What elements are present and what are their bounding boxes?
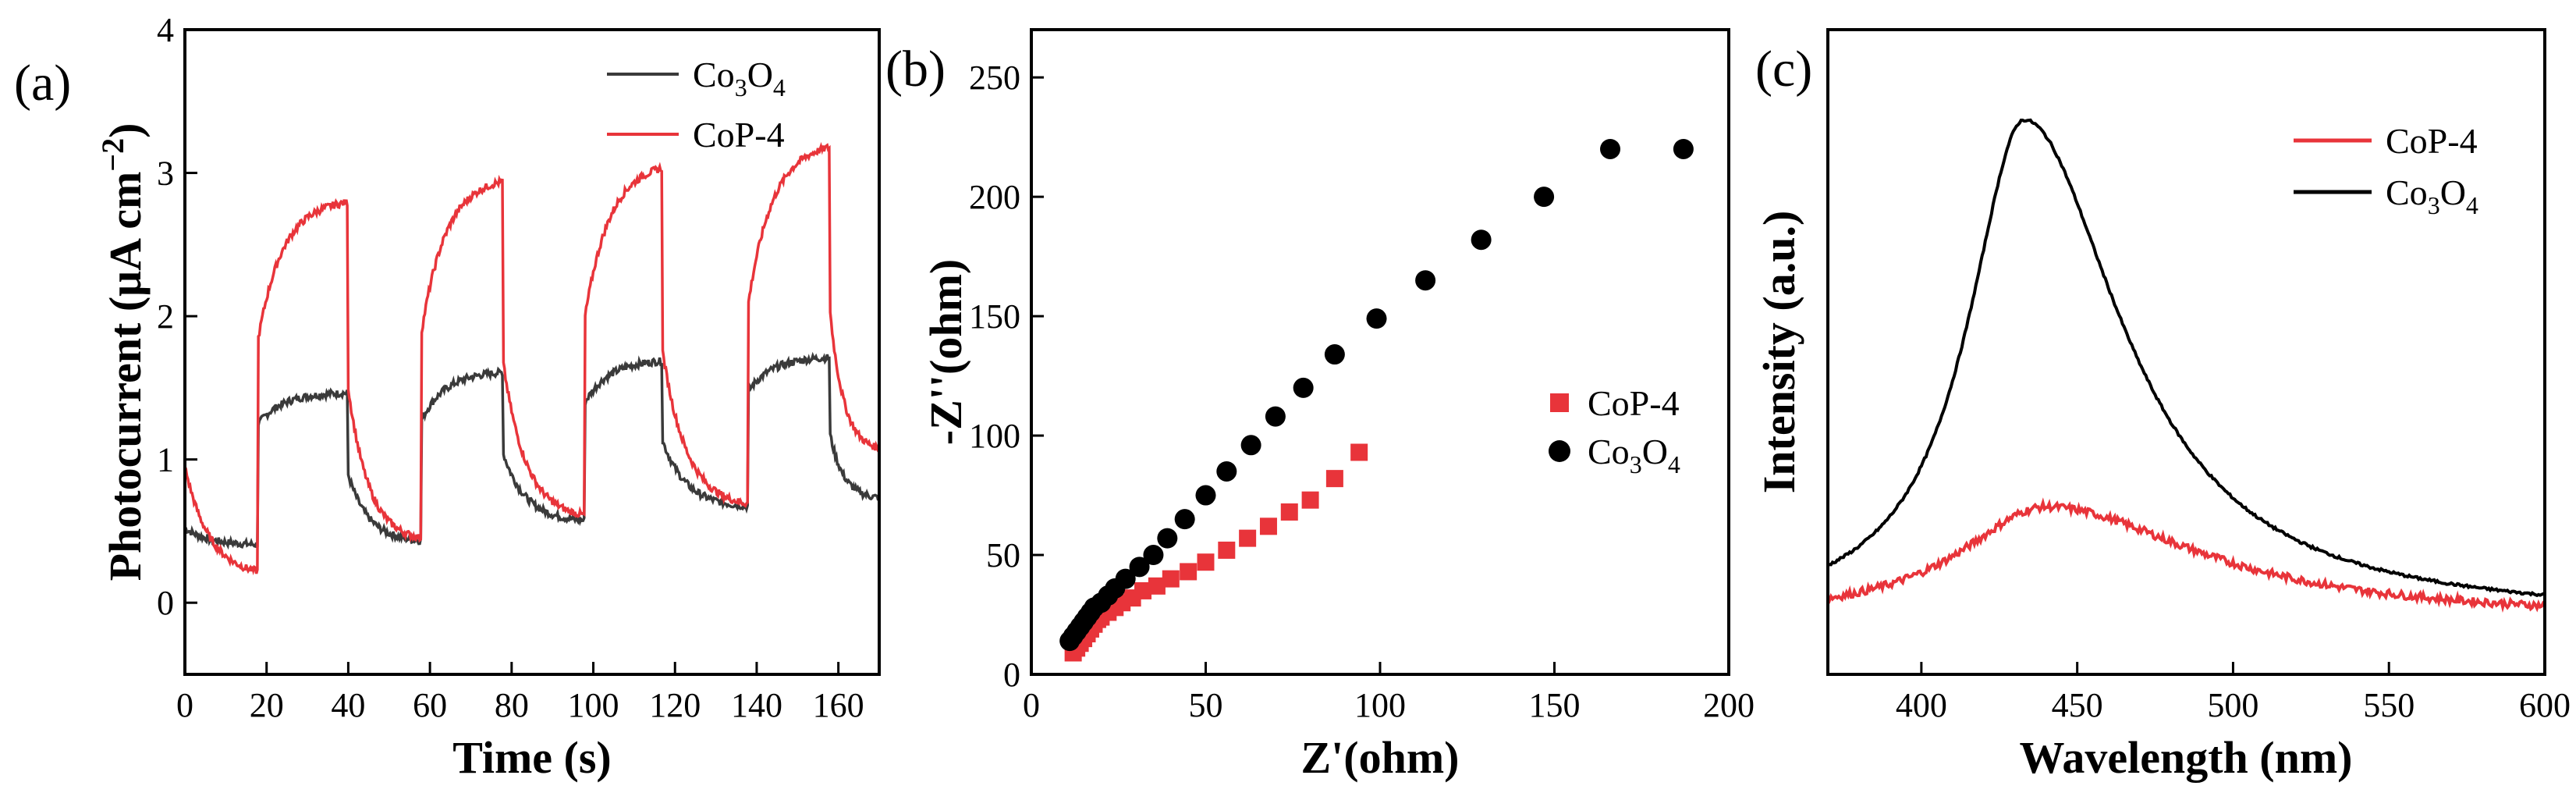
- x-tick-label: 400: [1896, 686, 1947, 724]
- scatter-point-co3o4: [1129, 557, 1150, 578]
- y-tick-label: 200: [969, 178, 1020, 216]
- x-tick-label: 60: [413, 686, 447, 724]
- scatter-point-cop4: [1180, 563, 1198, 581]
- scatter-point-co3o4: [1115, 568, 1136, 589]
- x-tick-label: 40: [331, 686, 365, 724]
- scatter-point-co3o4: [1195, 485, 1216, 506]
- x-tick-label: 140: [731, 686, 782, 724]
- scatter-point-co3o4: [1600, 138, 1621, 159]
- y-tick-label: 150: [969, 297, 1020, 336]
- panel-a-y-axis-title: Photocurrent (μA cm−2): [95, 123, 151, 581]
- y-tick-label: 1: [157, 441, 174, 479]
- scatter-point-co3o4: [1324, 344, 1345, 365]
- y-tick-label: 0: [157, 584, 174, 622]
- scatter-point-co3o4: [1157, 528, 1178, 549]
- panel-b-label: (b): [885, 41, 946, 98]
- scatter-point-cop4: [1280, 503, 1298, 521]
- panel-b-x-axis-title: Z'(ohm): [1301, 732, 1460, 783]
- scatter-point-co3o4: [1534, 187, 1555, 208]
- panel-a-frame: [183, 28, 881, 676]
- panel-b-frame: [1030, 28, 1730, 676]
- panel-a-x-ticks: 0 20 40 60 80 100 120 140 160: [176, 662, 864, 724]
- panel-a-y-ticks: 0 1 2 3 4: [157, 11, 197, 622]
- scatter-point-cop4: [1218, 541, 1236, 559]
- x-tick-label: 0: [176, 686, 193, 724]
- scatter-point-co3o4: [1216, 461, 1237, 482]
- y-tick-label: 100: [969, 417, 1020, 455]
- scatter-point-co3o4: [1293, 377, 1314, 398]
- x-tick-label: 450: [2052, 686, 2103, 724]
- scatter-point-co3o4: [1366, 308, 1387, 329]
- scatter-point-co3o4: [1415, 270, 1436, 291]
- panel-b-y-axis-title: -Z''(ohm): [921, 259, 971, 445]
- scatter-point-co3o4: [1265, 406, 1286, 427]
- panel-c-y-axis-title: Intensity (a.u.): [1754, 211, 1804, 494]
- scatter-point-cop4: [1325, 470, 1343, 488]
- x-tick-label: 600: [2519, 686, 2571, 724]
- x-tick-label: 80: [495, 686, 529, 724]
- panel-c-x-axis-title: Wavelength (nm): [2020, 732, 2353, 783]
- panel-b-plot-area: [1059, 138, 1694, 662]
- y-tick-label: 250: [969, 59, 1020, 97]
- y-tick-label: 50: [986, 536, 1020, 574]
- panel-c-x-ticks: 400 450 500 550 600: [1896, 662, 2571, 724]
- scatter-point-co3o4: [1673, 138, 1694, 159]
- panel-c-legend: CoP-4 Co3O4: [2294, 121, 2478, 219]
- series-line-co3o4: [184, 351, 881, 550]
- legend-label-co3o4: Co3O4: [693, 55, 786, 101]
- panel-a: (a) 0 20 40 60 80 100 120 140 160 0 1 2 3 4 Time (s)…: [14, 11, 881, 783]
- panel-b-x-ticks: 0 50 100 150 200: [1023, 662, 1755, 724]
- scatter-point-cop4: [1197, 553, 1215, 571]
- scatter-point-cop4: [1162, 570, 1180, 588]
- scatter-point-co3o4: [1174, 509, 1195, 530]
- scatter-point-co3o4: [1143, 545, 1164, 566]
- panel-c-plot-area: [1826, 118, 2546, 613]
- legend-label-cop4: CoP-4: [1588, 383, 1680, 423]
- scatter-point-cop4: [1134, 581, 1152, 599]
- panel-c: (c) 400 450 500 550 600 Wavelength (nm) Inte…: [1754, 28, 2571, 783]
- legend-marker-cop4: [1550, 393, 1569, 412]
- x-tick-label: 200: [1703, 686, 1755, 724]
- legend-label-co3o4: Co3O4: [2386, 172, 2478, 219]
- x-tick-label: 100: [1354, 686, 1406, 724]
- panel-c-frame: [1826, 28, 2546, 676]
- x-tick-label: 100: [568, 686, 619, 724]
- legend-label-cop4: CoP-4: [693, 115, 785, 155]
- scatter-point-cop4: [1148, 577, 1166, 595]
- x-tick-label: 160: [813, 686, 864, 724]
- x-tick-label: 550: [2363, 686, 2415, 724]
- x-tick-label: 20: [250, 686, 284, 724]
- scatter-point-co3o4: [1471, 229, 1492, 251]
- scatter-point-cop4: [1350, 443, 1368, 461]
- x-tick-label: 50: [1189, 686, 1223, 724]
- y-tick-label: 4: [157, 11, 174, 49]
- panel-a-x-axis-title: Time (s): [452, 732, 612, 783]
- x-tick-label: 120: [649, 686, 701, 724]
- x-tick-label: 150: [1529, 686, 1581, 724]
- scatter-point-cop4: [1239, 529, 1257, 547]
- legend-marker-co3o4: [1549, 440, 1570, 462]
- series-line-cop4: [183, 141, 880, 576]
- x-tick-label: 500: [2207, 686, 2258, 724]
- panel-b-legend: CoP-4 Co3O4: [1549, 383, 1680, 478]
- panel-a-label: (a): [14, 55, 71, 112]
- scatter-point-co3o4: [1240, 435, 1261, 456]
- panel-b: (b) 0 50 100 150 200 0 50 100 150 200 250 Z'(ohm)…: [885, 28, 1755, 783]
- panel-a-legend: Co3O4 CoP-4: [607, 55, 786, 155]
- panel-b-y-ticks: 0 50 100 150 200 250: [969, 59, 1044, 694]
- legend-label-co3o4: Co3O4: [1588, 432, 1680, 478]
- scatter-point-cop4: [1301, 491, 1319, 509]
- panel-c-label: (c): [1755, 41, 1812, 98]
- y-tick-label: 2: [157, 297, 174, 336]
- series-line-co3o4: [1827, 118, 2546, 598]
- panel-a-plot-area: [183, 141, 881, 576]
- x-tick-label: 0: [1023, 686, 1040, 724]
- scatter-point-cop4: [1259, 517, 1277, 535]
- legend-label-cop4: CoP-4: [2386, 121, 2478, 161]
- y-tick-label: 3: [157, 155, 174, 193]
- y-tick-label: 0: [1003, 656, 1020, 694]
- series-line-cop4: [1826, 497, 2546, 613]
